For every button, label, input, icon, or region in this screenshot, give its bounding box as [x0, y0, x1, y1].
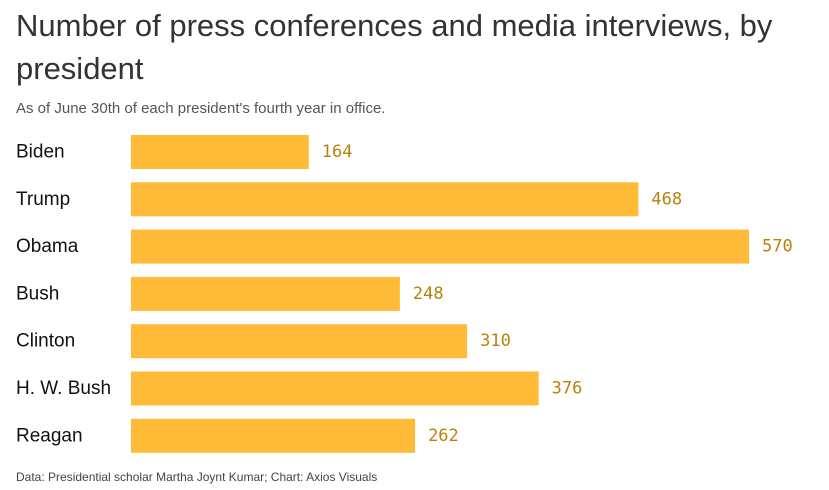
value-label-h-w-bush: 376: [552, 379, 583, 399]
chart-subtitle: As of June 30th of each president's four…: [16, 100, 386, 117]
bar-chart-svg: Biden 164 Trump 468 Obama 570 Bush 248 Clinton 31…: [16, 135, 793, 453]
bar-bush: [131, 276, 400, 311]
category-label-obama: Obama: [16, 236, 79, 257]
bar-h-w-bush: [131, 371, 539, 406]
value-label-obama: 570: [762, 237, 793, 257]
value-label-trump: 468: [651, 189, 682, 209]
category-label-trump: Trump: [16, 189, 70, 210]
bar-trump: [131, 182, 639, 217]
value-label-biden: 164: [322, 142, 353, 162]
chart-title: Number of press conferences and media in…: [16, 8, 773, 86]
bar-biden: [131, 135, 309, 169]
category-label-biden: Biden: [16, 142, 65, 163]
bar-obama: [131, 229, 749, 264]
value-label-reagan: 262: [428, 426, 459, 446]
category-label-bush: Bush: [16, 283, 59, 304]
category-label-clinton: Clinton: [16, 331, 75, 352]
category-label-h-w-bush: H. W. Bush: [16, 378, 111, 399]
value-label-bush: 248: [413, 284, 444, 304]
bar-clinton: [131, 324, 468, 359]
value-label-clinton: 310: [480, 331, 511, 351]
category-label-reagan: Reagan: [16, 425, 83, 446]
bar-chart: Biden 164 Trump 468 Obama 570 Bush 248 Clinton 31…: [0, 130, 829, 460]
bar-reagan: [131, 418, 416, 453]
chart-source: Data: Presidential scholar Martha Joynt …: [16, 470, 378, 484]
